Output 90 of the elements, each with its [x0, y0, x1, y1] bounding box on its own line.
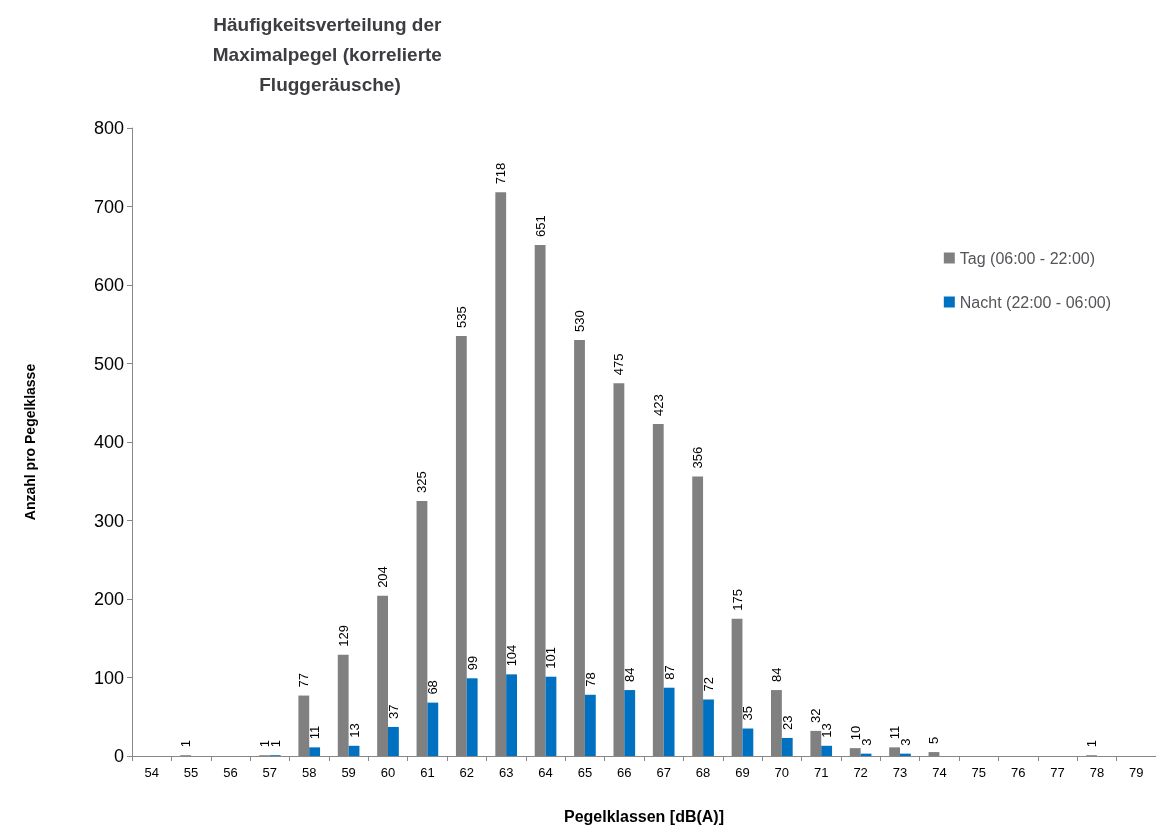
x-tick-label: 66 — [617, 765, 632, 780]
data-label: 11 — [307, 725, 323, 740]
bar — [545, 676, 557, 756]
x-tick-label: 70 — [774, 765, 790, 780]
data-label: 37 — [385, 704, 401, 719]
data-label: 68 — [425, 680, 441, 695]
data-label: 356 — [690, 446, 706, 469]
data-label: 3 — [858, 738, 874, 746]
x-tick-label: 79 — [1129, 765, 1144, 780]
data-label: 13 — [819, 723, 835, 738]
x-tick-label: 55 — [183, 765, 199, 780]
y-tick-label: 600 — [93, 275, 124, 295]
bar — [703, 699, 714, 756]
x-tick-label: 57 — [262, 765, 278, 780]
y-tick-label: 800 — [93, 118, 124, 138]
y-tick-label: 500 — [93, 353, 124, 374]
data-label: 5 — [926, 736, 942, 745]
x-tick-label: 74 — [932, 765, 947, 780]
x-axis-title: Pegelklassen [dB(A)] — [563, 807, 725, 825]
data-label: 104 — [504, 644, 520, 667]
data-label: 651 — [532, 215, 548, 237]
bar — [624, 690, 636, 756]
data-label: 325 — [414, 471, 430, 493]
bar — [781, 737, 793, 756]
x-tick-label: 67 — [656, 765, 671, 780]
legend-label: Tag (06:00 - 22:00) — [959, 249, 1096, 267]
bar — [506, 674, 517, 756]
data-label: 99 — [464, 655, 480, 671]
data-label: 535 — [453, 306, 469, 329]
x-tick-label: 73 — [892, 765, 908, 780]
y-tick-label: 700 — [93, 196, 124, 217]
bar — [466, 678, 478, 756]
data-label: 84 — [622, 667, 638, 683]
x-tick-label: 76 — [1010, 765, 1026, 780]
x-tick-label: 75 — [971, 765, 986, 780]
data-label: 423 — [650, 394, 666, 416]
data-label: 530 — [572, 310, 588, 332]
x-tick-label: 58 — [302, 765, 317, 780]
data-label: 718 — [493, 162, 509, 185]
x-tick-label: 63 — [498, 765, 514, 780]
y-tick-label: 300 — [93, 510, 124, 531]
bar — [388, 726, 399, 756]
data-label: 175 — [729, 588, 745, 611]
data-label: 84 — [768, 667, 784, 683]
data-label: 32 — [808, 708, 824, 723]
x-tick-label: 71 — [814, 765, 829, 780]
data-label: 10 — [847, 725, 863, 741]
x-tick-label: 68 — [695, 765, 711, 780]
x-tick-label: 78 — [1089, 765, 1105, 780]
x-tick-label: 56 — [223, 765, 238, 780]
data-label: 23 — [779, 715, 795, 730]
chart-title: Häufigkeitsverteilung der Maximalpegel (korrelierte Fluggeräusche) — [212, 13, 448, 95]
data-label: 35 — [740, 706, 756, 721]
y-tick-label: 100 — [93, 667, 124, 688]
data-label: 11 — [887, 725, 903, 740]
data-label: 1 — [1084, 739, 1100, 748]
bar — [348, 745, 360, 756]
bar — [309, 747, 321, 756]
bar — [663, 687, 675, 756]
x-tick-label: 54 — [144, 765, 159, 780]
x-tick-label: 77 — [1050, 765, 1065, 780]
bar — [584, 694, 596, 756]
x-tick-label: 61 — [420, 765, 435, 780]
legend-label: Nacht (22:00 - 06:00) — [959, 293, 1112, 311]
y-axis-title: Anzahl pro Pegelklasse — [22, 363, 38, 521]
data-label: 204 — [375, 566, 391, 588]
x-tick-label: 72 — [853, 765, 868, 780]
x-tick-label: 69 — [735, 765, 750, 780]
bar — [742, 728, 754, 756]
x-tick-label: 64 — [538, 765, 553, 780]
data-label: 78 — [582, 672, 598, 687]
y-tick-label: 400 — [93, 432, 124, 452]
data-label: 1 — [178, 739, 194, 748]
data-label: 13 — [346, 723, 362, 738]
data-label: 129 — [335, 625, 351, 647]
x-tick-label: 62 — [459, 765, 474, 780]
bar — [427, 702, 439, 756]
data-label: 77 — [296, 673, 312, 688]
data-label: 3 — [897, 738, 913, 746]
data-label: 72 — [700, 677, 716, 692]
y-tick-label: 0 — [113, 746, 124, 766]
data-label: 475 — [611, 353, 627, 376]
x-tick-label: 65 — [577, 765, 593, 780]
x-tick-label: 59 — [341, 765, 356, 780]
bar — [821, 745, 833, 756]
data-label: 101 — [543, 647, 559, 669]
x-tick-label: 60 — [380, 765, 396, 780]
data-label: 87 — [661, 665, 677, 680]
y-tick-label: 200 — [93, 589, 124, 609]
data-label: 1 — [256, 739, 272, 748]
